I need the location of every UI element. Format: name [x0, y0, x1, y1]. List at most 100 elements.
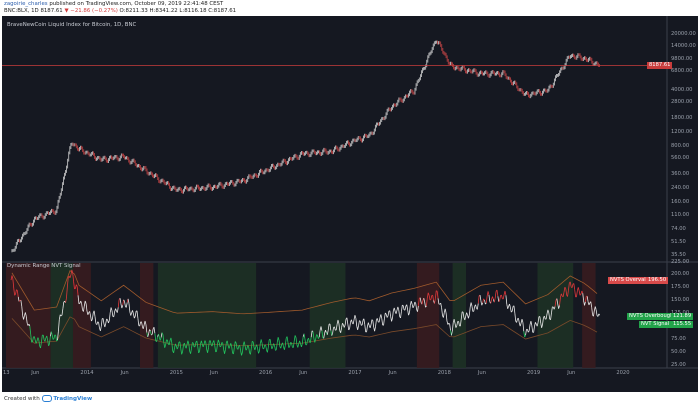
nvt-signal-segment — [401, 305, 403, 312]
nvt-signal-segment — [91, 319, 93, 322]
nvt-signal-segment — [312, 331, 315, 339]
nvt-signal-segment — [284, 345, 286, 350]
nvt-signal-segment — [352, 319, 355, 325]
nvt-signal-segment — [176, 346, 179, 350]
nvt-signal-segment — [568, 282, 570, 291]
nvt-signal-segment — [576, 290, 578, 297]
indicator-axis-tick: 175.00 — [671, 284, 690, 291]
nvt-signal-segment — [375, 319, 377, 327]
nvt-signal-segment — [556, 298, 559, 304]
nvt-signal-segment — [371, 319, 374, 321]
nvt-signal-segment — [175, 343, 177, 347]
nvt-signal-segment — [496, 289, 499, 297]
time-axis-tick: Jun — [299, 370, 308, 376]
nvt-signal-segment — [514, 313, 517, 322]
indicator-axis-tick: 25.00 — [671, 361, 686, 368]
nvt-signal-segment — [381, 318, 384, 326]
nvt-signal-segment — [522, 322, 525, 332]
nvt-signal-segment — [423, 298, 426, 303]
nvt-signal-segment — [523, 331, 526, 338]
nvt-signal-segment — [571, 284, 574, 288]
nvt-signal-segment — [410, 300, 413, 305]
nvt-signal-segment — [334, 326, 336, 331]
nvt-signal-segment — [287, 342, 290, 348]
nvt-signal-segment — [241, 352, 243, 356]
signal-zone — [537, 263, 574, 368]
nvt-signal-segment — [301, 336, 304, 345]
nvt-signal-segment — [235, 343, 238, 349]
nvt-signal-segment — [100, 318, 103, 327]
nvt-signal-segment — [386, 315, 389, 318]
nvt-signal-segment — [165, 339, 167, 346]
nvt-signal-segment — [451, 331, 453, 336]
nvt-signal-segment — [513, 305, 516, 314]
nvt-signal-segment — [247, 345, 250, 348]
created-with-label: Created with — [4, 396, 40, 402]
nvt-signal-segment — [122, 299, 125, 306]
nvt-signal-segment — [542, 317, 544, 325]
nvt-signal-segment — [593, 310, 595, 317]
nvt-signal-segment — [200, 340, 203, 344]
nvt-signal-segment — [509, 307, 512, 313]
nvt-signal-segment — [527, 330, 530, 333]
nvt-signal-segment — [292, 341, 295, 348]
nvt-signal-segment — [588, 302, 591, 306]
nvt-signal-segment — [293, 335, 296, 342]
nvt-signal-segment — [327, 324, 330, 331]
time-axis-tick: Jun — [567, 370, 576, 376]
author-link[interactable]: zagoirie_charles — [4, 1, 48, 7]
nvt-signal-segment — [434, 298, 436, 304]
nvt-signal-segment — [446, 320, 449, 325]
overvalued-value-tag: 196.50 — [646, 277, 669, 284]
nvt-signal-segment — [585, 296, 587, 302]
nvt-signal-segment — [300, 344, 303, 348]
nvt-signal-segment — [171, 342, 174, 352]
nvt-signal-segment — [25, 316, 28, 324]
nvt-signal-segment — [81, 303, 83, 310]
nvt-signal-segment — [582, 293, 585, 301]
nvt-signal-segment — [257, 348, 259, 354]
chart-canvas[interactable]: BraveNewCoin Liquid Index for Bitcoin, 1… — [2, 16, 698, 392]
nvt-signal-segment — [280, 344, 283, 349]
time-axis-tick: Jun — [388, 370, 397, 376]
tradingview-link[interactable]: TradingView — [53, 396, 93, 402]
nvt-signal-segment — [358, 320, 360, 326]
nvt-signal-segment — [108, 320, 110, 324]
nvt-signal-segment — [380, 314, 383, 319]
nvt-signal-segment — [329, 323, 332, 331]
last-price: 8187.61 — [40, 8, 63, 14]
nvt-signal-segment — [397, 306, 400, 310]
nvt-signal-segment — [260, 339, 263, 344]
footer: Created with TradingView — [4, 395, 92, 402]
nvt-signal-segment — [347, 323, 350, 331]
nvt-signal-segment — [23, 315, 25, 320]
nvt-signal-segment — [217, 339, 219, 345]
nvt-signal-segment — [594, 306, 597, 310]
nvt-signal-segment — [147, 333, 150, 337]
nvt-signal-segment — [111, 310, 114, 317]
nvt-signal-segment — [166, 339, 169, 345]
nvt-signal-segment — [320, 326, 323, 331]
nvt-signal-segment — [16, 289, 18, 291]
nvt-signal-segment — [220, 342, 223, 347]
nvt-signal-segment — [376, 318, 379, 322]
nvt-signal-segment — [87, 312, 90, 315]
time-axis-tick: Jun — [209, 370, 219, 376]
nvt-signal-segment — [591, 307, 593, 315]
nvt-signal-segment — [317, 335, 319, 339]
nvt-signal-segment — [449, 323, 451, 331]
price-change: ▼ −21.86 (−0.27%) — [64, 8, 118, 14]
nvt-signal-segment — [127, 298, 130, 304]
nvt-signal-segment — [71, 269, 74, 273]
price-axis-tick: 560.00 — [671, 155, 690, 162]
nvt-signal-segment — [190, 348, 192, 354]
nvt-signal-segment — [163, 342, 166, 348]
nvt-signal-segment — [30, 334, 33, 343]
nvt-signal-segment — [94, 316, 97, 324]
nvt-signal-segment — [11, 275, 14, 279]
signal-zone — [452, 263, 467, 368]
nvt-signal-segment — [470, 302, 473, 307]
price-axis-tick: 20000.00 — [671, 30, 696, 37]
nvt-signal-segment — [44, 337, 47, 342]
nvt-signal-segment — [456, 321, 459, 326]
